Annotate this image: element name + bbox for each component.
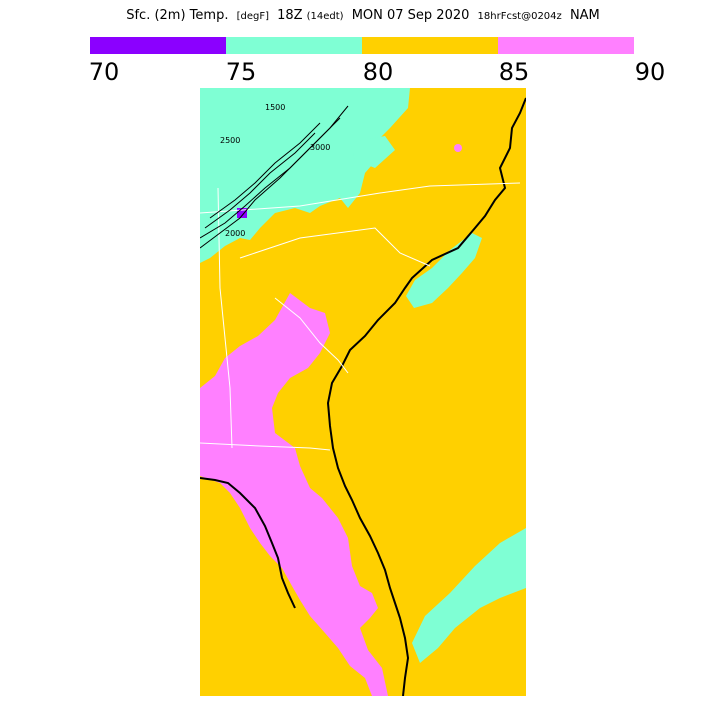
map-title: Sfc. (2m) Temp. [degF] 18Z (14edt) MON 07… — [0, 8, 726, 23]
temp-region-75-80-piedmont — [350, 136, 395, 168]
contour-label: 3000 — [310, 143, 330, 152]
elevation-contour — [200, 105, 349, 239]
title-units: [degF] — [236, 11, 269, 22]
elevation-contour — [209, 122, 321, 219]
temp-region-85-90-spot — [454, 144, 462, 152]
coastline — [326, 97, 526, 696]
title-local-time: (14edt) — [306, 11, 344, 22]
temp-region-75-80-mountains — [200, 88, 410, 263]
temp-region-70-75 — [237, 208, 247, 218]
state-border-al-ga — [217, 187, 233, 449]
gulf-coastline — [200, 477, 296, 609]
title-valid-time: 18Z — [277, 8, 303, 23]
legend-tick-75: 75 — [225, 58, 257, 86]
title-date: MON 07 Sep 2020 — [351, 8, 470, 23]
title-forecast: 18hrFcst@0204z — [477, 11, 562, 22]
title-field: Sfc. (2m) Temp. — [126, 8, 229, 23]
state-border-va-nc — [200, 182, 521, 214]
title-model: NAM — [569, 8, 600, 23]
temp-region-85-90-spot — [229, 441, 243, 455]
temp-region-75-80-nc-coast — [406, 233, 482, 308]
legend-bin-80-85 — [362, 37, 498, 54]
temp-region-75-80-offshore — [412, 528, 526, 663]
legend-bin-70-75 — [90, 37, 226, 54]
legend-tick-85: 85 — [498, 58, 530, 86]
color-legend — [90, 37, 634, 54]
elevation-contour — [204, 132, 316, 229]
legend-tick-70: 70 — [88, 58, 120, 86]
contour-label: 2000 — [225, 229, 245, 238]
state-border-ga-sc — [274, 297, 349, 374]
legend-tick-80: 80 — [362, 58, 394, 86]
state-border-nc-sc — [239, 227, 431, 267]
contour-label: 2500 — [220, 136, 240, 145]
legend-bin-75-80 — [226, 37, 362, 54]
contour-label: 1500 — [265, 103, 285, 112]
temp-region-85-90 — [200, 293, 388, 696]
temperature-map: 1500 2500 3000 2000 — [200, 88, 526, 696]
legend-tick-90: 90 — [634, 58, 666, 86]
legend-bin-85-90 — [498, 37, 634, 54]
state-border-ga-fl — [200, 442, 331, 451]
